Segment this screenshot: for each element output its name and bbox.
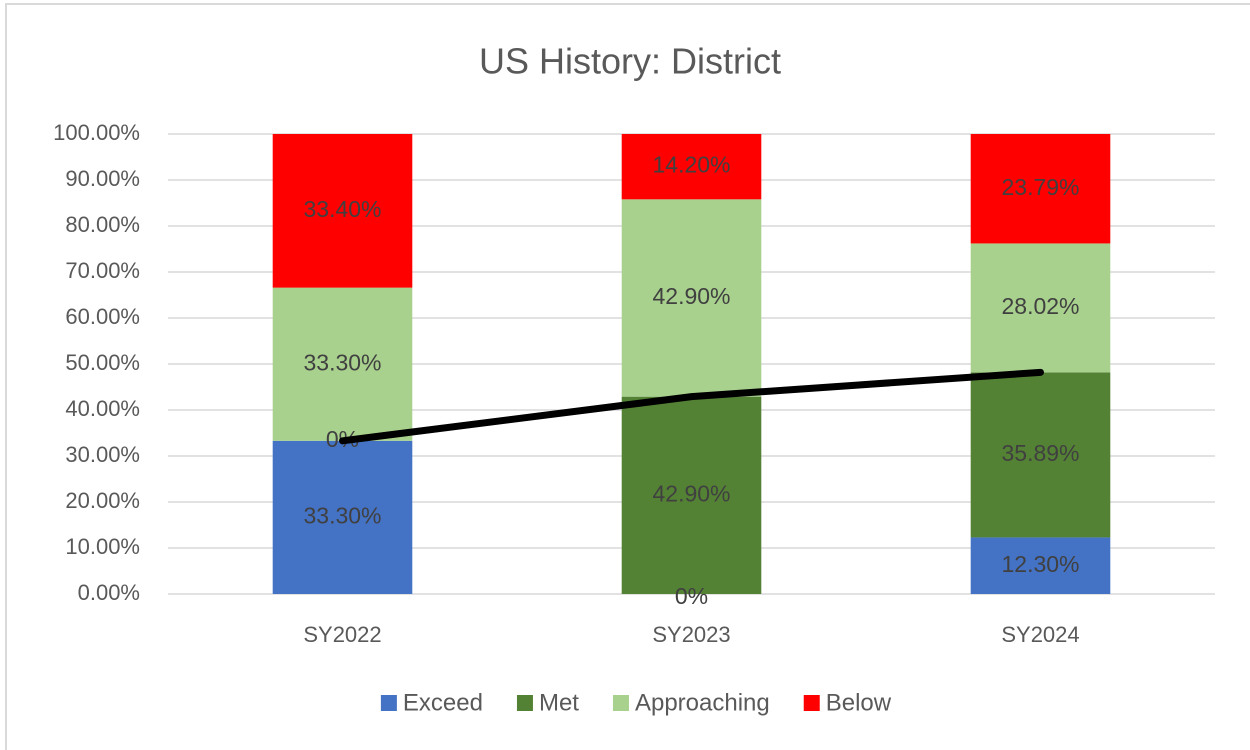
legend-label: Approaching bbox=[635, 689, 770, 716]
legend-label: Met bbox=[539, 689, 579, 716]
y-tick-label: 30.00% bbox=[65, 442, 140, 467]
bar-segment bbox=[272, 440, 413, 594]
y-tick-label: 0.00% bbox=[78, 580, 140, 605]
bar-segment bbox=[970, 537, 1111, 594]
data-label: 12.30% bbox=[1001, 551, 1079, 577]
data-label: 0% bbox=[675, 583, 708, 609]
bar-segment bbox=[970, 372, 1111, 538]
legend-label: Exceed bbox=[403, 689, 483, 716]
y-tick-label: 10.00% bbox=[65, 534, 140, 559]
bar-segment bbox=[272, 134, 413, 288]
bar-segment bbox=[272, 287, 413, 441]
y-tick-label: 70.00% bbox=[65, 258, 140, 283]
data-label: 42.90% bbox=[652, 480, 730, 506]
legend-swatch bbox=[803, 695, 820, 711]
y-tick-label: 90.00% bbox=[65, 166, 140, 191]
y-tick-label: 20.00% bbox=[65, 488, 140, 513]
data-label: 33.30% bbox=[303, 349, 381, 375]
y-tick-label: 40.00% bbox=[65, 396, 140, 421]
y-tick-label: 100.00% bbox=[53, 120, 140, 145]
data-label: 33.30% bbox=[303, 502, 381, 528]
bar-segment bbox=[621, 134, 762, 200]
data-label: 33.40% bbox=[303, 196, 381, 222]
legend-label: Below bbox=[826, 689, 892, 716]
data-label: 23.79% bbox=[1001, 174, 1079, 200]
bar-segment bbox=[621, 199, 762, 397]
legend-swatch bbox=[516, 695, 533, 711]
x-tick-label: SY2024 bbox=[1001, 622, 1079, 647]
legend-swatch bbox=[380, 695, 397, 711]
y-tick-label: 50.00% bbox=[65, 350, 140, 375]
data-label: 35.89% bbox=[1001, 440, 1079, 466]
x-tick-label: SY2022 bbox=[303, 622, 381, 647]
data-label: 42.90% bbox=[652, 283, 730, 309]
chart-title: US History: District bbox=[479, 41, 781, 82]
data-label: 28.02% bbox=[1001, 293, 1079, 319]
x-tick-label: SY2023 bbox=[652, 622, 730, 647]
y-tick-label: 80.00% bbox=[65, 212, 140, 237]
bar-segment bbox=[970, 243, 1111, 373]
trend-line bbox=[339, 368, 1044, 445]
y-tick-label: 60.00% bbox=[65, 304, 140, 329]
data-label: 14.20% bbox=[652, 152, 730, 178]
legend-swatch bbox=[612, 695, 629, 711]
bar-segment bbox=[970, 134, 1111, 244]
bar-segment bbox=[621, 396, 762, 594]
